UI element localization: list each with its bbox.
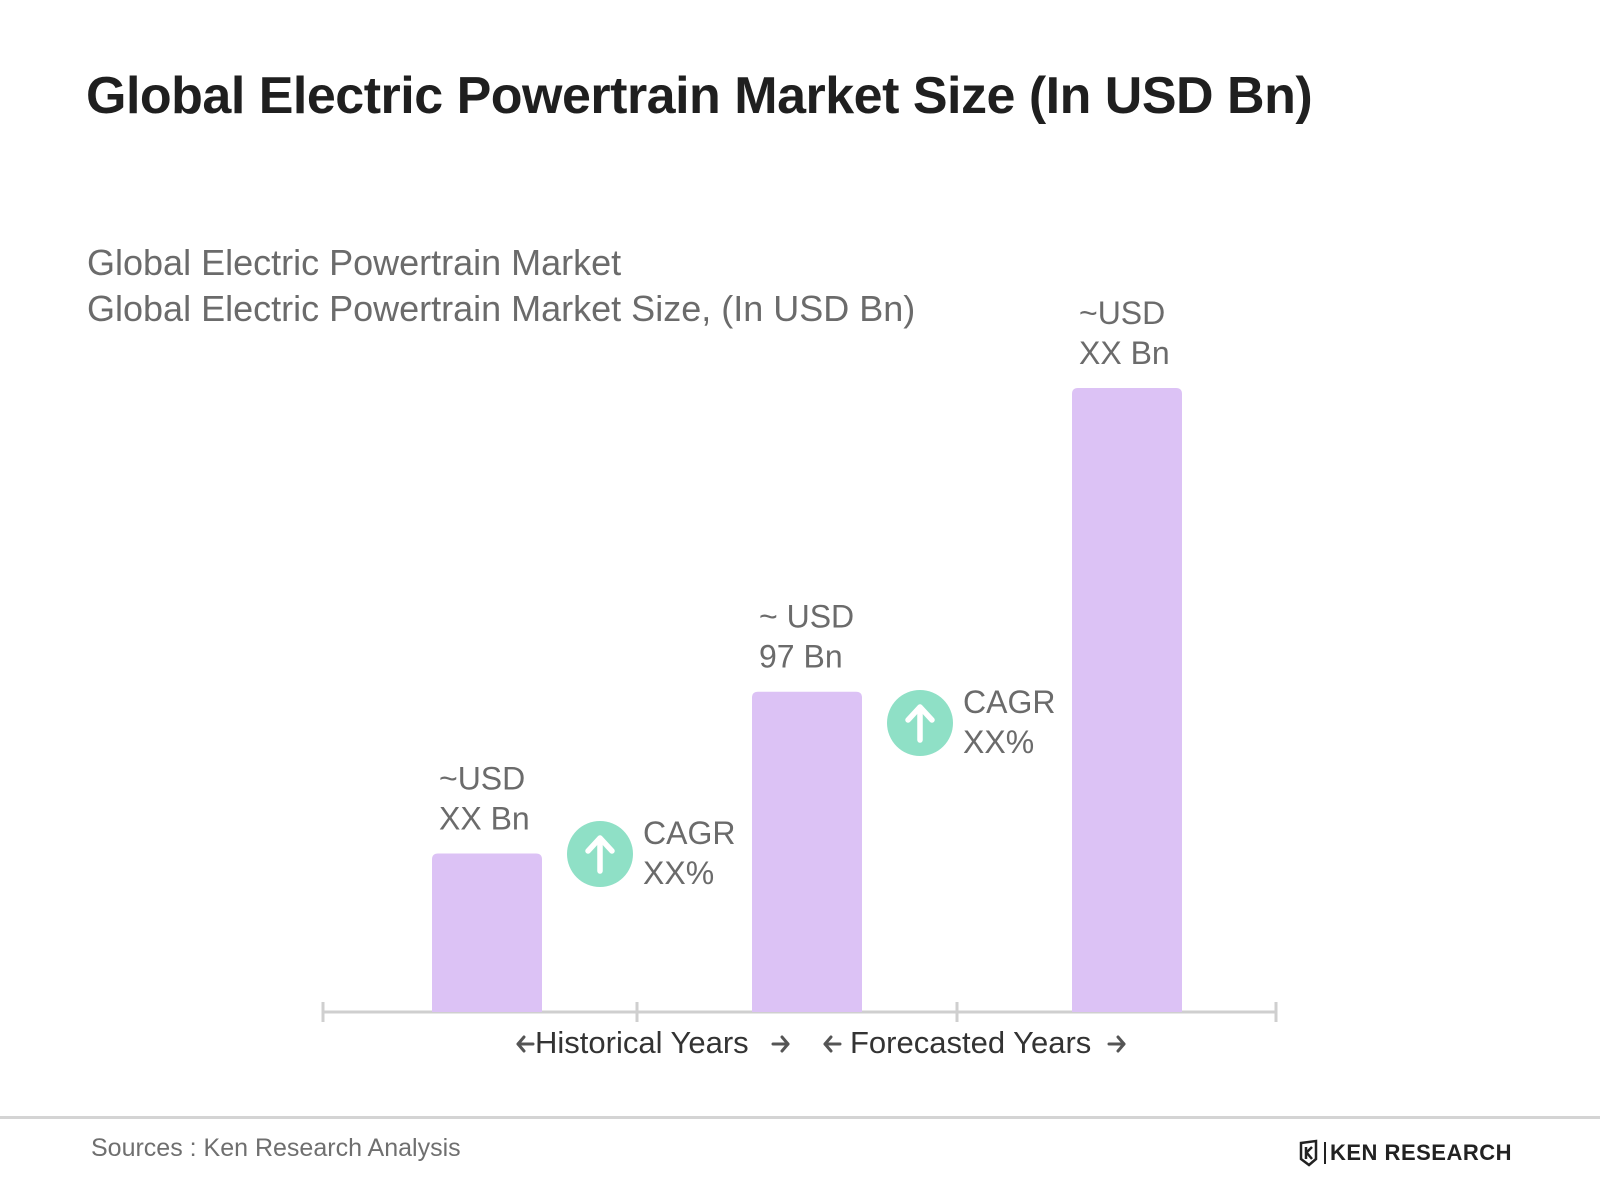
bar-3 [1072,388,1182,1012]
arrow-up-icon-head [905,704,935,723]
bar-value-label-3-line1: ~USD [1079,295,1165,331]
bar-value-label-3-line2: XX Bn [1079,335,1170,371]
chart-subtitle-line1: Global Electric Powertrain Market [87,242,622,283]
arrow-left-icon [823,1035,842,1053]
chart-title: Global Electric Powertrain Market Size (… [86,67,1313,125]
source-note: Sources : Ken Research Analysis [91,1134,461,1162]
ken-research-logo-icon [1299,1139,1318,1167]
arrow-left-icon-head [823,1035,833,1053]
arrow-left-icon-head [516,1035,526,1053]
arrow-up-icon [905,704,935,743]
cagr-value-2: XX% [963,724,1034,760]
cagr-label-1: CAGR [643,815,735,851]
bar-chart: ~USD XX Bn ~ USD 97 Bn ~USD XX Bn CAGR XX% CAGR X… [321,295,1278,1060]
arrow-right-icon [771,1035,790,1053]
axis-segment-label-2: Forecasted Years [850,1025,1091,1060]
ken-research-logo: KEN RESEARCH [1298,1138,1512,1168]
logo-separator [1324,1142,1326,1164]
arrow-left-icon [516,1035,535,1053]
logo-text: KEN RESEARCH [1330,1140,1513,1165]
arrow-right-icon [1107,1035,1126,1053]
cagr-value-1: XX% [643,855,714,891]
bar-value-label-2-line2: 97 Bn [759,639,843,675]
bar-1 [432,853,542,1012]
arrow-up-icon-head [585,835,615,854]
arrow-up-icon [585,835,615,874]
arrow-right-icon-head [1116,1035,1126,1053]
chart-subtitle-line2: Global Electric Powertrain Market Size, … [87,288,916,329]
arrow-right-icon-head [780,1035,790,1053]
axis-segment-label-1: Historical Years [535,1025,749,1060]
bar-value-label-1-line2: XX Bn [439,801,530,837]
cagr-label-2: CAGR [963,684,1055,720]
bar-value-label-2-line1: ~ USD [759,599,854,635]
bar-2 [752,691,862,1012]
footer-divider [0,1116,1600,1119]
bar-value-label-1-line1: ~USD [439,761,525,797]
